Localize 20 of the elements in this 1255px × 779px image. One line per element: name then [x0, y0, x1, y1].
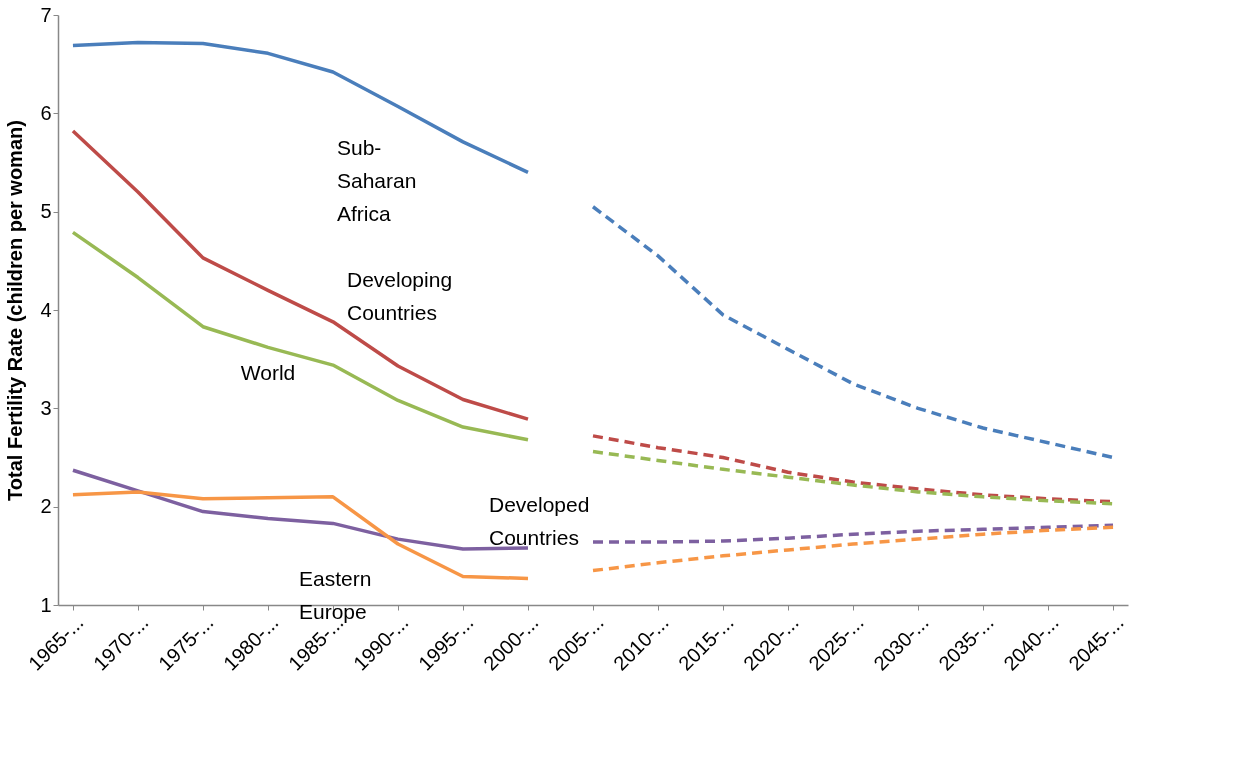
line-series [591, 525, 1115, 573]
line-series [71, 230, 530, 442]
annotation: Developed Countries [489, 493, 590, 549]
y-tick-label: 2 [40, 495, 52, 518]
annotation: Developing Countries [347, 268, 453, 324]
y-axis-title: Total Fertility Rate (children per woman) [4, 120, 27, 501]
y-tick-label: 7 [40, 3, 52, 26]
line-series [591, 449, 1115, 506]
line-series [71, 129, 530, 421]
y-tick-label: 3 [40, 396, 52, 419]
y-tick-label: 1 [40, 593, 52, 616]
line-series [591, 205, 1115, 460]
line-series [591, 523, 1115, 544]
y-tick-label: 5 [40, 200, 52, 223]
y-tick-label: 4 [40, 298, 52, 321]
annotation: Sub- Saharan Africa [337, 136, 417, 225]
line-series [71, 40, 530, 175]
annotation: World [240, 361, 296, 384]
annotation: Eastern Europe [299, 567, 372, 623]
y-tick-label: 6 [40, 101, 52, 124]
